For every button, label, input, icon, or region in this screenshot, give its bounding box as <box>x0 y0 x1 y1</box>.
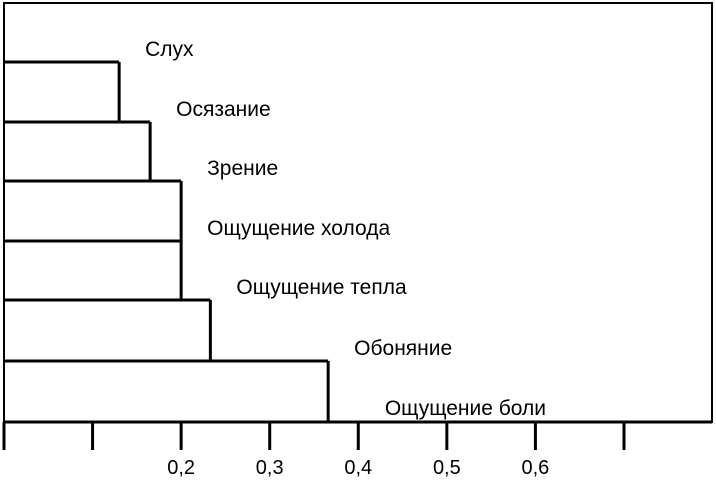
bar-label-2: Осязание <box>176 98 271 121</box>
x-tick-label-2: 0,2 <box>167 457 195 479</box>
x-tick-label-3: 0,3 <box>256 457 284 479</box>
bar-label-1: Слух <box>145 38 194 61</box>
x-ticks-group: 0,2 0,3 0,4 0,5 0,6 <box>2 422 626 479</box>
x-tick-label-6: 0,6 <box>522 457 550 479</box>
x-tick-label-4: 0,4 <box>344 457 372 479</box>
bar-label-7: Ощущение боли <box>385 397 546 420</box>
x-tick-label-5: 0,5 <box>433 457 461 479</box>
bar-label-3: Зрение <box>207 157 278 180</box>
bar-label-5: Ощущение тепла <box>236 276 407 299</box>
bar-label-6: Обоняние <box>354 337 452 360</box>
bars-group <box>4 60 330 421</box>
category-labels-group: Слух Осязание Зрение Ощущение холода Ощущени… <box>145 38 546 420</box>
bar-label-4: Ощущение холода <box>207 217 390 240</box>
